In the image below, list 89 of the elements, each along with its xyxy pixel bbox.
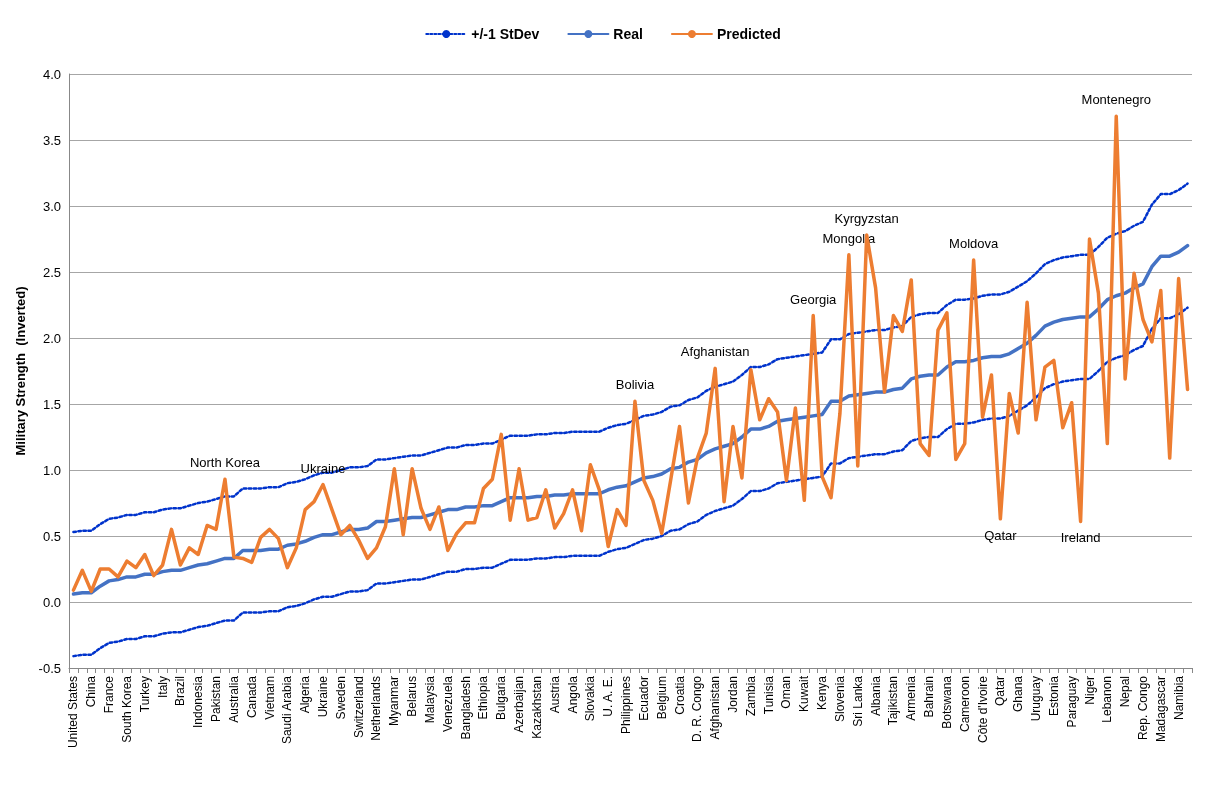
x-tick-label: Côte d'Ivoire <box>975 675 990 743</box>
annotation: Ireland <box>1060 530 1101 546</box>
x-tick-label: Jordan <box>726 676 740 713</box>
y-tick-label: 1.0 <box>42 462 61 478</box>
x-tick-label: Armenia <box>904 675 919 721</box>
x-tick-label: Botswana <box>939 675 954 729</box>
x-tick-label: Italy <box>155 676 170 699</box>
y-tick-label: 3.0 <box>42 198 61 214</box>
x-tick-label: Bulgaria <box>494 675 509 721</box>
x-tick-label: Australia <box>226 675 241 723</box>
y-tick-label: -0.5 <box>38 660 61 676</box>
x-tick-label: Oman <box>779 676 794 709</box>
x-tick-label: Afghanistan <box>708 676 723 740</box>
x-tick-label: Ghana <box>1011 675 1026 713</box>
y-tick-label: 0.0 <box>42 594 61 610</box>
x-tick-label: France <box>102 675 117 714</box>
x-tick-label: Lebanon <box>1100 676 1115 723</box>
x-tick-label: Niger <box>1082 676 1097 705</box>
x-tick-label: Nepal <box>1118 676 1133 708</box>
x-tick-label: Estonia <box>1046 675 1061 717</box>
line-series <box>71 114 1190 594</box>
y-axis-title: Military Strength (Inverted) <box>13 286 28 456</box>
x-tick-label: Pakistan <box>209 676 224 723</box>
x-tick-label: Kazakhstan <box>529 676 544 739</box>
y-tick-label: 1.5 <box>42 396 61 412</box>
legend-label: Predicted <box>716 26 781 42</box>
x-tick-label: Turkey <box>137 676 152 713</box>
x-tick-label: Madagascar <box>1153 676 1168 743</box>
x-tick-label: Qatar <box>993 676 1008 707</box>
x-tick-label: Belgium <box>654 676 669 720</box>
x-tick-label: Azerbaijan <box>512 676 527 733</box>
annotation: Afghanistan <box>680 344 750 360</box>
x-tick-label: Ukraine <box>316 675 331 718</box>
x-tick-label: Belarus <box>405 676 420 717</box>
x-tick-label: Myanmar <box>387 676 402 727</box>
x-tick-label: Austria <box>547 675 562 714</box>
x-tick-label: Sri Lanka <box>850 675 865 727</box>
x-tick-label: Venezuela <box>440 675 455 733</box>
y-tick-label: 2.5 <box>42 264 61 280</box>
x-tick-label: Slovenia <box>832 675 847 723</box>
x-tick-label: Algeria <box>298 675 313 714</box>
x-tick-label: U. A. E. <box>601 676 616 717</box>
x-tick-label: Zambia <box>743 675 758 717</box>
x-tick-label: D. R. Congo <box>690 675 705 743</box>
x-tick-label: China <box>84 675 99 708</box>
line-series <box>72 306 1189 658</box>
x-tick-label: Uruguay <box>1029 676 1044 722</box>
x-tick-label: Saudi Arabia <box>280 675 295 745</box>
x-tick-label: Kenya <box>815 675 830 711</box>
x-tick-label: Netherlands <box>369 676 384 741</box>
annotation: Kyrgyzstan <box>834 211 899 227</box>
x-tick-label: South Korea <box>119 675 134 743</box>
x-tick-label: Albania <box>868 675 883 717</box>
annotation: Moldova <box>949 236 999 252</box>
x-tick-label: Switzerland <box>351 676 366 739</box>
annotation: Bolivia <box>615 377 655 393</box>
y-tick-label: 0.5 <box>42 528 61 544</box>
x-tick-label: Philippines <box>619 676 634 735</box>
x-tick-label: Tajikistan <box>886 676 901 726</box>
x-tick-label: Ethiopia <box>476 675 491 720</box>
x-tick-label: Slovakia <box>583 675 598 722</box>
legend-label: +/-1 StDev <box>471 26 540 42</box>
legend-label: Real <box>613 26 643 42</box>
annotation: North Korea <box>189 455 261 471</box>
x-tick-label: Ecuador <box>636 676 651 721</box>
x-tick-label: Namibia <box>1171 675 1186 721</box>
x-tick-label: Indonesia <box>191 675 206 729</box>
x-tick-label: Malaysia <box>422 675 437 724</box>
x-tick-label: Bahrain <box>922 676 937 718</box>
annotation: Montenegro <box>1081 92 1151 108</box>
x-tick-label: Rep. Congo <box>1135 675 1150 741</box>
annotation: Ukraine <box>300 460 346 476</box>
y-tick-label: 4.0 <box>42 66 61 82</box>
x-tick-label: Tunisia <box>761 675 776 715</box>
x-tick-label: Paraguay <box>1064 676 1079 728</box>
x-tick-label: Cameroon <box>957 676 972 733</box>
x-tick-label: Canada <box>244 675 259 719</box>
y-tick-label: 2.0 <box>42 330 61 346</box>
x-tick-label: Brazil <box>173 676 188 707</box>
x-tick-label: Bangladesh <box>458 676 473 740</box>
y-tick-label: 3.5 <box>42 132 61 148</box>
x-tick-label: United States <box>66 676 81 749</box>
x-tick-label: Angola <box>565 675 580 714</box>
x-tick-label: Croatia <box>672 675 687 715</box>
x-tick-label: Sweden <box>333 676 348 720</box>
x-tick-label: Kuwait <box>797 675 812 713</box>
annotation: Georgia <box>790 291 838 307</box>
x-tick-label: Vietnam <box>262 676 277 720</box>
annotation: Qatar <box>984 527 1018 543</box>
